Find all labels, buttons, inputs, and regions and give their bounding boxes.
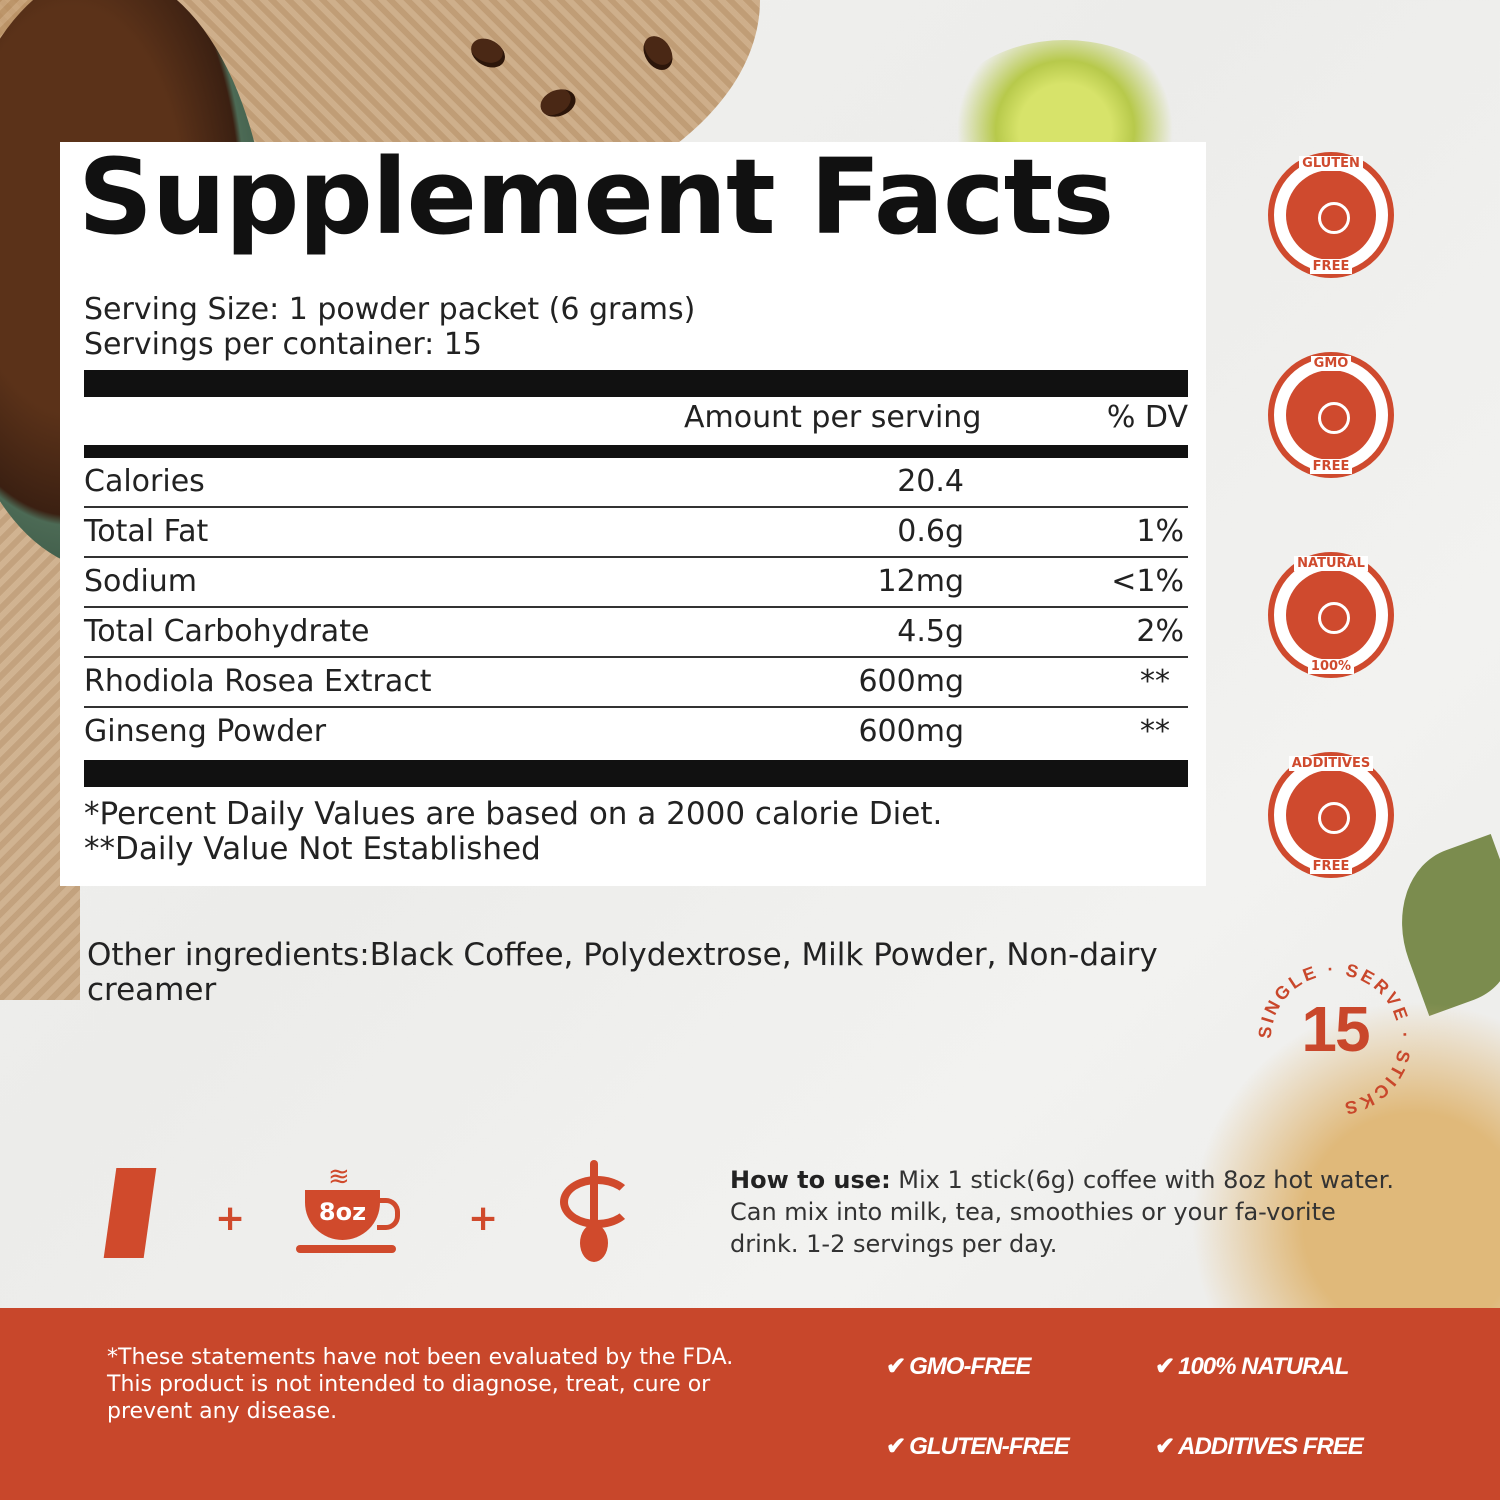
- nutrient-amount: 600mg: [858, 664, 964, 699]
- nutrient-dv: **: [1140, 714, 1170, 749]
- nutrient-dv: **: [1140, 664, 1170, 699]
- divider-bar: [84, 760, 1188, 787]
- disclaimer-line: *These statements have not been evaluate…: [107, 1345, 734, 1370]
- fda-disclaimer: *These statements have not been evaluate…: [107, 1344, 733, 1425]
- header-dv: % DV: [1106, 400, 1188, 435]
- gluten-free-badge: GLUTEN FREE: [1268, 152, 1394, 278]
- packet-stick-icon: [103, 1168, 157, 1258]
- check-icon: ✔: [886, 1433, 906, 1460]
- badge-top-text: NATURAL: [1294, 556, 1368, 571]
- ginseng-root: [1190, 1000, 1500, 1320]
- nutrient-name: Ginseng Powder: [84, 714, 327, 749]
- cup-saucer: [296, 1245, 396, 1253]
- check-icon: ✔: [1155, 1433, 1175, 1460]
- nutrient-row: Calories 20.4: [84, 458, 1188, 508]
- row-divider: [84, 656, 1188, 658]
- plus-icon: +: [468, 1198, 499, 1239]
- spoon-handle: [590, 1160, 598, 1230]
- row-divider: [84, 556, 1188, 558]
- single-serve-seal: SINGLE · SERVE · STICKS 15: [1253, 957, 1417, 1121]
- dna-icon: [1286, 370, 1376, 460]
- flask-icon: [1286, 770, 1376, 860]
- badge-bottom-text: FREE: [1309, 459, 1353, 474]
- nutrient-row: Total Fat 0.6g 1%: [84, 508, 1188, 558]
- steam-icon: ≋: [328, 1162, 350, 1192]
- nutrient-row: Total Carbohydrate 4.5g 2%: [84, 608, 1188, 658]
- disclaimer-line: prevent any disease.: [107, 1399, 338, 1424]
- nutrient-name: Total Fat: [84, 514, 209, 549]
- footer-band: *These statements have not been evaluate…: [0, 1308, 1500, 1500]
- claim-text: GMO-FREE: [909, 1353, 1031, 1380]
- claim-text: ADDITIVES FREE: [1178, 1433, 1364, 1460]
- spoon-head: [580, 1224, 608, 1262]
- nutrient-name: Rhodiola Rosea Extract: [84, 664, 432, 699]
- check-icon: ✔: [1155, 1353, 1175, 1380]
- supplement-facts-panel: Supplement Facts Serving Size: 1 powder …: [60, 136, 1206, 886]
- nutrient-amount: 4.5g: [897, 614, 964, 649]
- gmo-free-badge: GMO FREE: [1268, 352, 1394, 478]
- nutrient-row: Sodium 12mg <1%: [84, 558, 1188, 608]
- divider-bar: [84, 370, 1188, 397]
- coffee-cup-icon: 8oz: [305, 1190, 400, 1240]
- nutrient-name: Sodium: [84, 564, 198, 599]
- claim-text: GLUTEN-FREE: [909, 1433, 1070, 1460]
- stir-spoon-icon: [560, 1160, 634, 1270]
- panel-title: Supplement Facts: [78, 136, 1114, 258]
- header-amount: Amount per serving: [684, 400, 982, 435]
- cup-label: 8oz: [318, 1198, 367, 1226]
- claim-text: 100% NATURAL: [1178, 1353, 1349, 1380]
- plus-icon: +: [215, 1198, 246, 1239]
- claim-natural: ✔ 100% NATURAL: [1155, 1352, 1349, 1381]
- nutrient-amount: 600mg: [858, 714, 964, 749]
- check-icon: ✔: [886, 1353, 906, 1380]
- how-to-use: How to use: Mix 1 stick(6g) coffee with …: [730, 1164, 1400, 1260]
- footnote-not-established: **Daily Value Not Established: [84, 831, 541, 867]
- nutrient-dv: 2%: [1136, 614, 1184, 649]
- footnotes: *Percent Daily Values are based on a 200…: [84, 797, 942, 867]
- nutrient-name: Total Carbohydrate: [84, 614, 370, 649]
- nutrient-amount: 12mg: [877, 564, 964, 599]
- badge-top-text: ADDITIVES: [1288, 756, 1374, 771]
- serving-info: Serving Size: 1 powder packet (6 grams) …: [84, 292, 695, 362]
- servings-per-container: Servings per container: 15: [84, 327, 482, 362]
- badge-bottom-text: FREE: [1309, 859, 1353, 874]
- badge-top-text: GMO: [1310, 356, 1352, 371]
- cup-handle: [377, 1198, 400, 1230]
- nutrient-name: Calories: [84, 464, 205, 499]
- badge-bottom-text: 100%: [1307, 659, 1355, 674]
- claim-gluten-free: ✔ GLUTEN-FREE: [886, 1432, 1070, 1461]
- nutrient-row: Rhodiola Rosea Extract 600mg **: [84, 658, 1188, 708]
- seal-ring: SINGLE · SERVE · STICKS: [1255, 959, 1412, 1119]
- nutrient-amount: 0.6g: [897, 514, 964, 549]
- disclaimer-line: This product is not intended to diagnose…: [107, 1372, 711, 1397]
- nutrient-row: Ginseng Powder 600mg **: [84, 708, 1188, 758]
- footnote-dv: *Percent Daily Values are based on a 200…: [84, 796, 943, 832]
- row-divider: [84, 706, 1188, 708]
- how-to-text: Mix 1 stick(6g) coffee with 8oz hot wate…: [730, 1166, 1394, 1258]
- additives-free-badge: ADDITIVES FREE: [1268, 752, 1394, 878]
- badge-bottom-text: FREE: [1309, 259, 1353, 274]
- nutrient-dv: <1%: [1111, 564, 1184, 599]
- claim-gmo-free: ✔ GMO-FREE: [886, 1352, 1031, 1381]
- claim-additives-free: ✔ ADDITIVES FREE: [1155, 1432, 1364, 1461]
- row-divider: [84, 506, 1188, 508]
- row-divider: [84, 606, 1188, 608]
- divider-bar: [84, 445, 1188, 458]
- other-ingredients: Other ingredients:Black Coffee, Polydext…: [87, 937, 1158, 1008]
- how-to-label: How to use:: [730, 1166, 891, 1194]
- natural-badge: NATURAL 100%: [1268, 552, 1394, 678]
- seal-number: 15: [1301, 993, 1370, 1065]
- serving-size: Serving Size: 1 powder packet (6 grams): [84, 292, 696, 327]
- wheat-icon: [1286, 170, 1376, 260]
- nutrient-amount: 20.4: [897, 464, 964, 499]
- nutrient-dv: 1%: [1136, 514, 1184, 549]
- badge-top-text: GLUTEN: [1299, 156, 1363, 171]
- leaf-icon: [1286, 570, 1376, 660]
